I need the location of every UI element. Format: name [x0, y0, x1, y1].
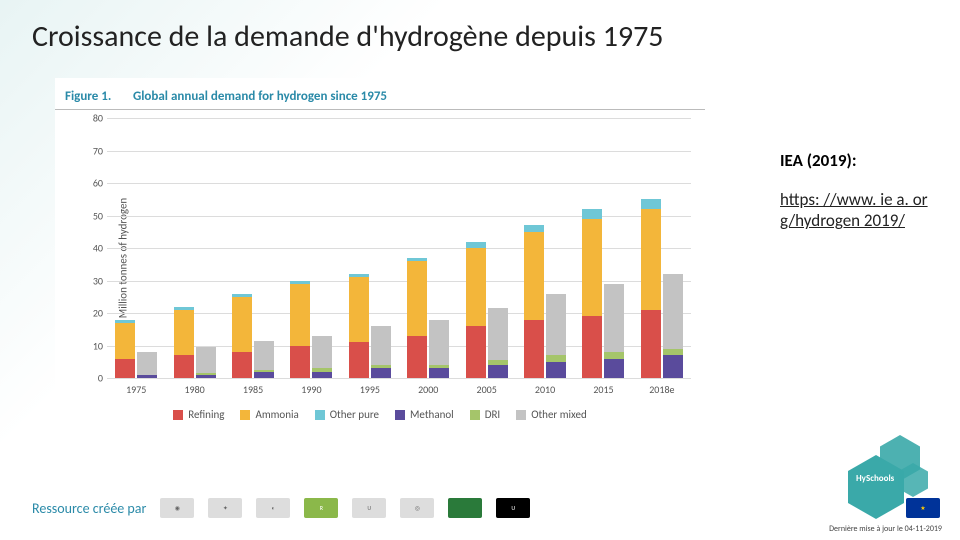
footer: Ressource créée par ◉ ✦ ◐ R U ◎ U ★ [32, 498, 940, 518]
source-label: IEA (2019): [780, 150, 930, 171]
partner-logo: ◐ [256, 498, 290, 518]
partner-logo: ◎ [400, 498, 434, 518]
partner-logo: U [352, 498, 386, 518]
legend: RefiningAmmoniaOther pureMethanolDRIOthe… [55, 408, 705, 421]
figure-title: Global annual demand for hydrogen since … [133, 89, 387, 104]
eu-logo: ★ [906, 498, 940, 518]
figure-number: Figure 1. [65, 89, 111, 104]
slide-title: Croissance de la demande d'hydrogène dep… [32, 18, 664, 55]
figure-header: Figure 1. Global annual demand for hydro… [55, 78, 705, 110]
hyschools-badge: HySchools [840, 425, 940, 505]
footer-label: Ressource créée par [32, 500, 146, 517]
bars [107, 118, 691, 378]
partner-logo: ◉ [160, 498, 194, 518]
partner-logo: R [304, 498, 338, 518]
badge-text: HySchools [856, 473, 894, 484]
source-box: IEA (2019): https: //www. ie a. org/hydr… [780, 150, 930, 231]
plot-area: Million tonnes of hydrogen 0102030405060… [107, 118, 691, 398]
x-axis-labels: 1975198019851990199520002005201020152018… [107, 380, 691, 398]
partner-logo [448, 498, 482, 518]
update-date: Dernière mise à jour le 04-11-2019 [829, 524, 942, 534]
hydrogen-chart: Figure 1. Global annual demand for hydro… [55, 78, 705, 448]
source-link[interactable]: https: //www. ie a. org/hydrogen 2019/ [780, 189, 930, 231]
partner-logo: ✦ [208, 498, 242, 518]
partner-logo: U [496, 498, 530, 518]
